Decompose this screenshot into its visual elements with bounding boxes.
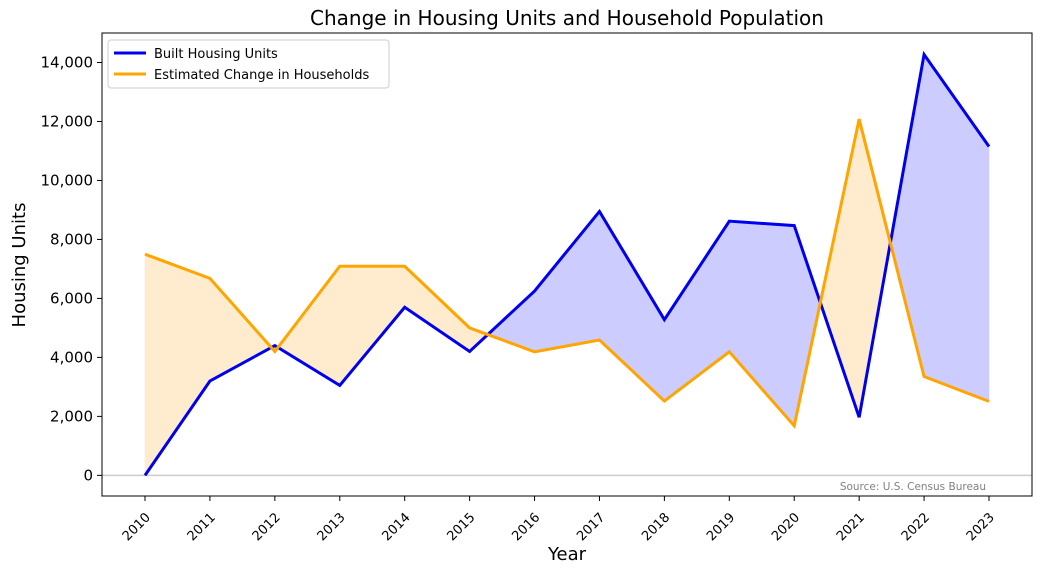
x-tick-label-8: 2018	[639, 510, 673, 544]
fill-region-17	[923, 53, 990, 402]
y-tick-label-0: 0	[83, 466, 93, 484]
y-tick-label-3: 6,000	[50, 289, 93, 307]
y-tick-label-1: 2,000	[50, 407, 93, 425]
legend-box	[107, 39, 390, 89]
fill-region-5	[339, 265, 405, 387]
plot-frame	[101, 32, 1033, 497]
y-axis-ticks: 0 2,000 4,000 6,000 8,000 10,000 12,000 14,000	[41, 53, 102, 484]
series-lines	[143, 50, 991, 477]
x-tick-label-4: 2014	[380, 510, 414, 544]
source-note: Source: U.S. Census Bureau	[840, 481, 986, 493]
x-axis-label: Year	[547, 544, 587, 565]
x-tick-label-0: 2010	[120, 510, 154, 544]
difference-fills	[144, 53, 990, 477]
x-tick-label-11: 2021	[834, 510, 868, 544]
x-axis-ticks: 2010 2011 2012 2013 2014 2015 2016 2017 2018 2019…	[120, 496, 998, 544]
x-tick-label-1: 2011	[185, 510, 219, 544]
y-tick-label-7: 14,000	[41, 53, 94, 71]
y-axis-label: Housing Units	[9, 203, 30, 328]
x-tick-label-5: 2015	[444, 510, 478, 544]
x-tick-label-7: 2017	[574, 510, 608, 544]
y-tick-label-4: 8,000	[50, 230, 93, 248]
x-tick-label-3: 2013	[315, 510, 349, 544]
chart-title: Change in Housing Units and Household Po…	[310, 6, 824, 30]
x-tick-label-9: 2019	[704, 510, 738, 544]
legend: Built Housing Units Estimated Change in …	[107, 39, 390, 89]
x-tick-label-2: 2012	[250, 510, 284, 544]
fill-region-9	[534, 210, 600, 353]
x-tick-label-13: 2023	[964, 510, 998, 544]
x-tick-label-6: 2016	[509, 510, 543, 544]
legend-label-built: Built Housing Units	[154, 47, 278, 62]
fill-region-0	[144, 253, 211, 477]
fill-region-6	[404, 265, 470, 353]
series-line-1	[144, 118, 990, 430]
legend-label-households: Estimated Change in Households	[154, 68, 369, 83]
fill-region-11	[664, 220, 730, 402]
x-tick-label-10: 2020	[769, 510, 803, 544]
y-tick-label-5: 10,000	[41, 171, 94, 189]
y-tick-label-2: 4,000	[50, 348, 93, 366]
x-tick-label-12: 2022	[899, 510, 933, 544]
fill-region-12	[729, 220, 795, 427]
series-line-0	[143, 50, 991, 477]
y-tick-label-6: 12,000	[41, 112, 94, 130]
